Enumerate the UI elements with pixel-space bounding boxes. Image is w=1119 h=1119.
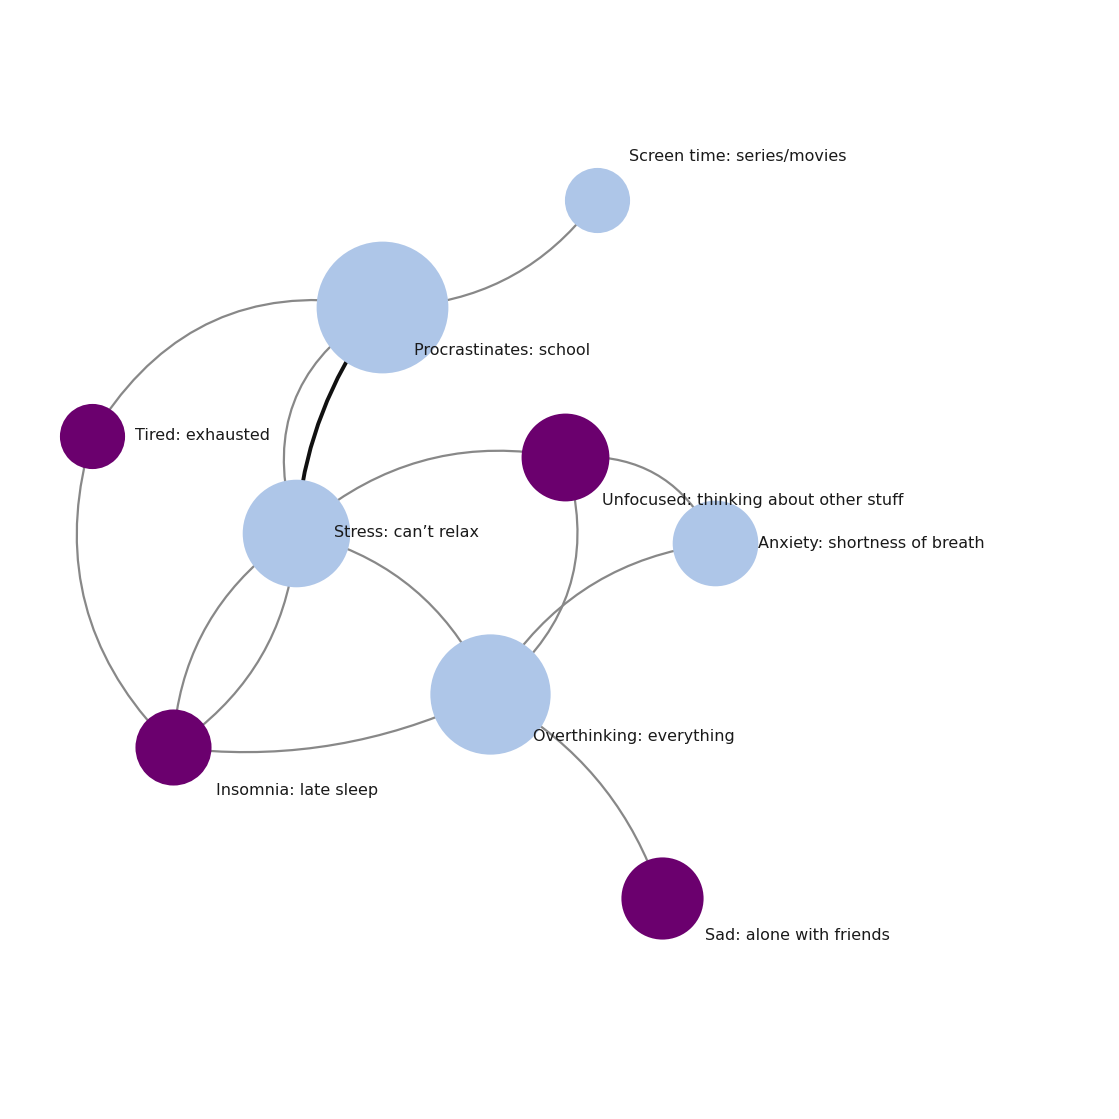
Point <box>374 298 392 316</box>
Text: Anxiety: shortness of breath: Anxiety: shortness of breath <box>759 536 985 551</box>
Text: Unfocused: thinking about other stuff: Unfocused: thinking about other stuff <box>602 492 904 508</box>
Text: Tired: exhausted: Tired: exhausted <box>135 429 270 443</box>
FancyArrowPatch shape <box>505 479 577 681</box>
Point <box>481 685 499 703</box>
FancyArrowPatch shape <box>584 457 705 524</box>
FancyArrowPatch shape <box>189 555 298 736</box>
Text: Insomnia: late sleep: Insomnia: late sleep <box>216 783 378 798</box>
Text: Overthinking: everything: Overthinking: everything <box>533 730 734 744</box>
FancyArrowPatch shape <box>402 217 583 307</box>
FancyArrowPatch shape <box>284 319 364 514</box>
Point <box>163 739 181 756</box>
Text: Sad: alone with friends: Sad: alone with friends <box>705 928 890 943</box>
FancyArrowPatch shape <box>77 458 159 734</box>
FancyArrowPatch shape <box>500 544 694 677</box>
Point <box>589 190 606 208</box>
Text: Procrastinates: school: Procrastinates: school <box>414 342 591 358</box>
Point <box>288 524 305 542</box>
FancyArrowPatch shape <box>311 449 543 520</box>
FancyArrowPatch shape <box>172 544 281 725</box>
FancyArrowPatch shape <box>318 537 481 676</box>
FancyArrowPatch shape <box>195 702 472 754</box>
Text: Screen time: series/movies: Screen time: series/movies <box>629 149 847 164</box>
FancyArrowPatch shape <box>507 704 655 877</box>
Point <box>556 449 574 467</box>
Text: Stress: can’t relax: Stress: can’t relax <box>333 525 479 540</box>
Point <box>706 535 724 553</box>
Point <box>652 888 670 906</box>
FancyArrowPatch shape <box>294 322 370 509</box>
FancyArrowPatch shape <box>103 299 360 420</box>
Point <box>83 427 101 445</box>
